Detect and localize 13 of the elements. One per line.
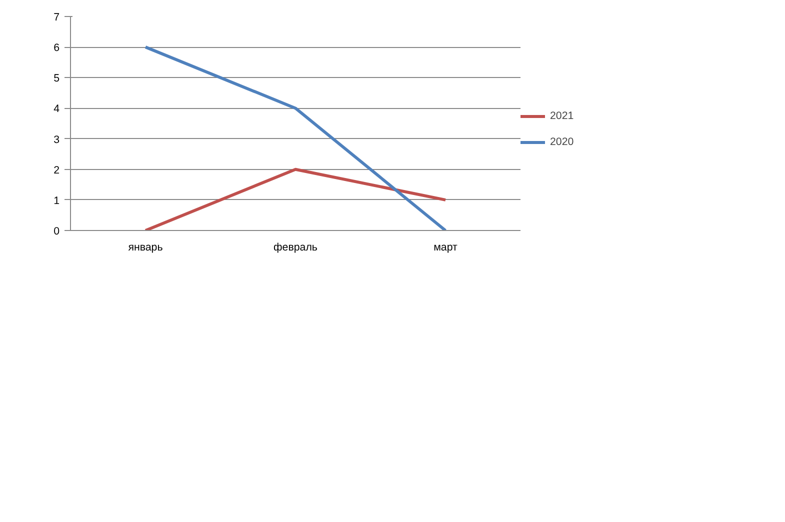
y-tick-label: 3 <box>54 134 60 146</box>
legend-label: 2020 <box>550 136 574 148</box>
y-tick-label: 1 <box>54 194 60 207</box>
y-tick-label: 2 <box>54 164 60 176</box>
x-tick-label: январь <box>128 242 164 254</box>
y-tick-label: 4 <box>54 103 60 116</box>
y-tick-label: 7 <box>54 12 60 24</box>
x-tick-label: март <box>434 242 458 254</box>
y-tick-label: 5 <box>54 72 60 85</box>
y-tick-label: 6 <box>54 42 60 54</box>
y-tick-label: 0 <box>54 226 60 238</box>
legend-label: 2021 <box>550 110 574 122</box>
x-tick-label: февраль <box>274 242 318 254</box>
